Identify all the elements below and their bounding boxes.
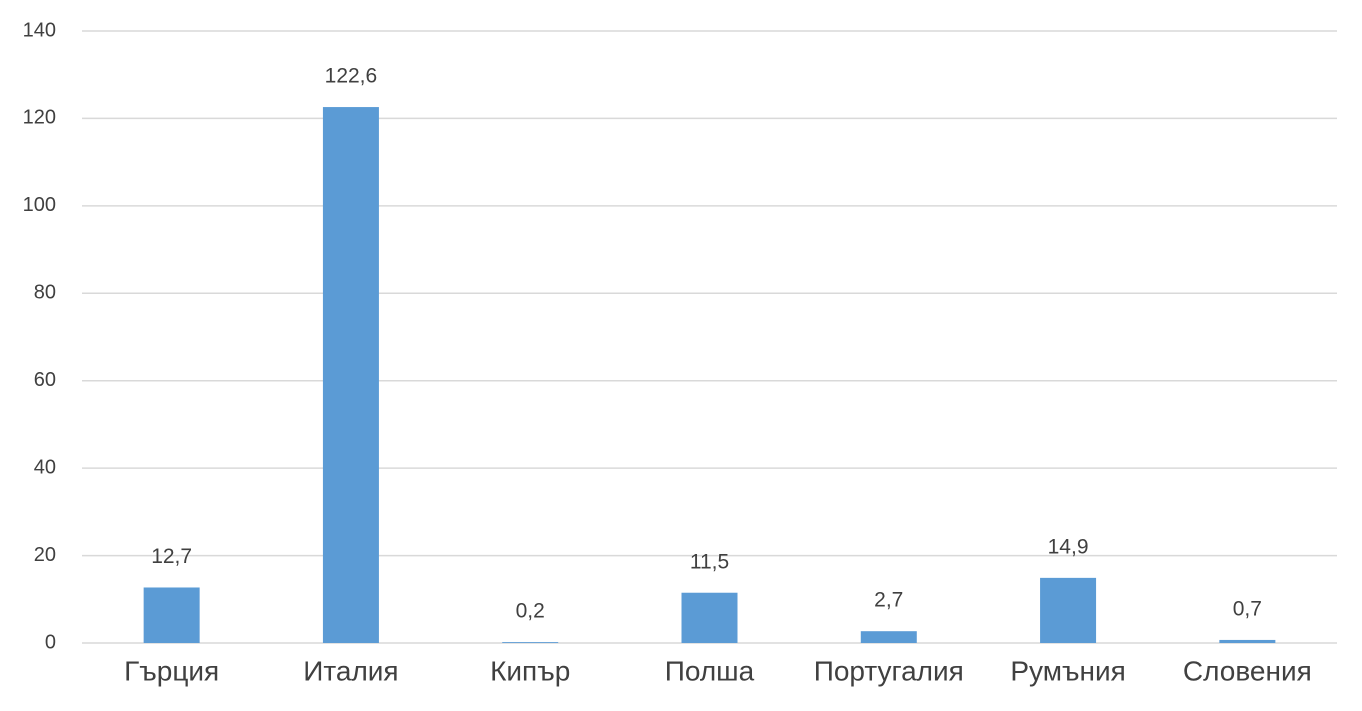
y-tick-label: 80: [34, 282, 56, 304]
bar: [1040, 577, 1097, 643]
y-tick-label: 40: [34, 456, 56, 478]
x-tick-label: Португалия: [814, 655, 964, 686]
value-label: 12,7: [151, 545, 192, 568]
x-tick-label: Гърция: [124, 655, 219, 686]
x-tick-label: Румъния: [1010, 655, 1125, 686]
value-label: 2,7: [874, 589, 903, 612]
x-tick-label: Кипър: [490, 655, 570, 686]
bar: [322, 107, 379, 643]
y-tick-label: 140: [23, 19, 56, 41]
y-tick-label: 60: [34, 369, 56, 391]
y-tick-label: 0: [45, 631, 56, 653]
bar: [681, 592, 738, 643]
value-label: 0,2: [516, 600, 545, 623]
y-tick-label: 100: [23, 194, 56, 216]
bar: [1219, 639, 1276, 643]
value-label: 122,6: [325, 65, 378, 88]
y-tick-label: 120: [23, 107, 56, 129]
value-label: 0,7: [1233, 597, 1262, 620]
bar: [502, 642, 559, 643]
bar: [143, 587, 200, 643]
value-label: 11,5: [690, 550, 729, 573]
x-tick-label: Словения: [1183, 655, 1312, 686]
value-label: 14,9: [1048, 535, 1089, 558]
x-tick-label: Италия: [303, 655, 398, 686]
y-tick-label: 20: [34, 544, 56, 566]
x-tick-label: Полша: [665, 655, 755, 686]
bar: [860, 631, 917, 643]
